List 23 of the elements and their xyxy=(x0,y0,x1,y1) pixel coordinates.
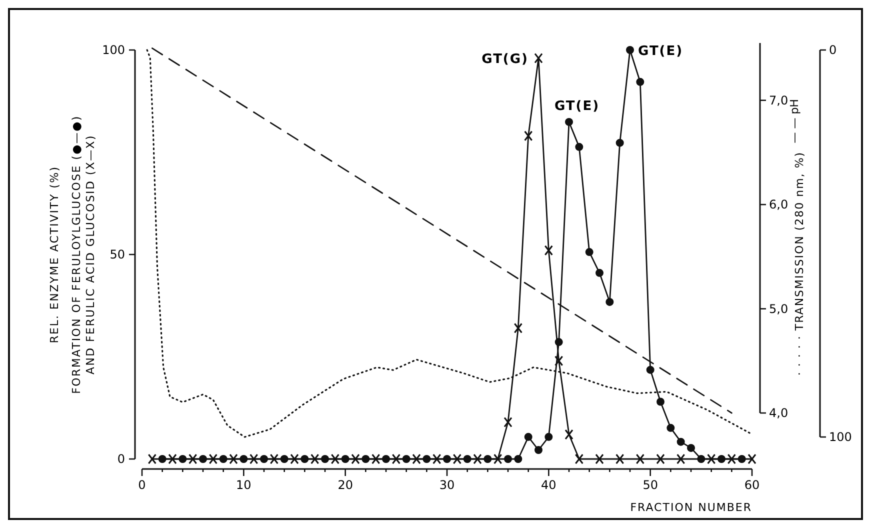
y2-tick-label: 5,0 xyxy=(769,302,788,316)
x-axis-title: FRACTION NUMBER xyxy=(630,501,752,514)
y3-axis-title: · · · · · TRANSMISSION (280 nm, %) xyxy=(793,151,806,376)
x-tick-label: 30 xyxy=(439,478,455,492)
x-tick-label: 0 xyxy=(138,478,146,492)
y2-tick-label: 7,0 xyxy=(769,93,788,108)
y-tick-label: 50 xyxy=(110,248,125,262)
annotation: GT(E) xyxy=(638,44,684,59)
y2-axis-title: — — pH xyxy=(788,99,801,144)
y-axis-title: REL. ENZYME ACTIVITY (%) FORMATION OF FERULOYLGLUCOSE (●—●) AND FERULIC ACID GLUCOSID (X—X) xyxy=(48,115,97,394)
y3-tick-label: 0 xyxy=(829,43,837,57)
annotation: GT(G) xyxy=(482,52,528,68)
y-tick-label: 0 xyxy=(117,452,125,466)
y-tick-label: 100 xyxy=(102,43,125,57)
y2-tick-label: 4,0 xyxy=(769,406,788,420)
x-tick-label: 50 xyxy=(642,478,658,492)
y3-tick-label: 100 xyxy=(829,430,852,444)
x-tick-label: 40 xyxy=(541,478,556,492)
x-tick-label: 60 xyxy=(744,478,760,492)
x-tick-label: 10 xyxy=(236,478,252,492)
annotation: GT(E) xyxy=(554,98,600,114)
y2-tick-label: 6,0 xyxy=(769,198,788,212)
x-tick-label: 20 xyxy=(338,478,353,492)
